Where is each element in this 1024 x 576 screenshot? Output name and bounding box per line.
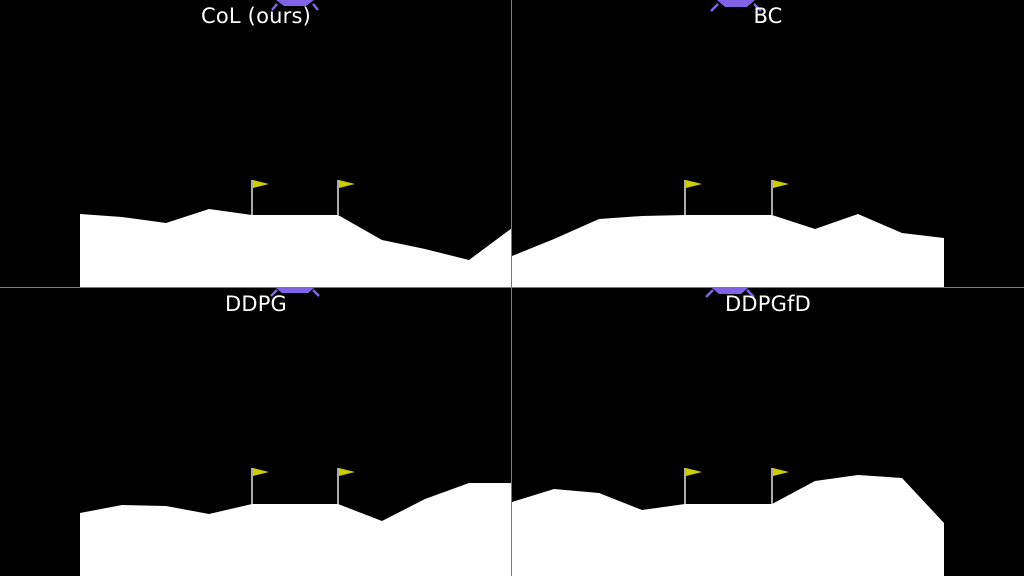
landing-flag-right [771,180,789,215]
landing-flag-right [337,180,355,215]
panel-col: CoL (ours) [0,0,512,288]
landing-flag-right [771,468,789,504]
moon-terrain [512,475,944,576]
panel-bc: BC [512,0,1024,288]
scene-bc [512,0,944,288]
moon-terrain [80,209,512,288]
moon-terrain [80,483,512,576]
lander-ship [271,0,319,11]
panel-title: DDPGfD [724,292,812,316]
panel-ddpgfd: DDPGfD [512,288,1024,576]
panel-ddpg: DDPG [0,288,512,576]
lander-ship [705,288,755,298]
scene-ddpgfd [512,288,944,576]
scene-col [80,0,512,288]
landing-flag-left [251,180,269,215]
vertical-divider [511,0,512,576]
landing-flag-left [251,468,269,504]
lander-ship [270,288,320,297]
landing-flag-left [684,468,702,504]
landing-flag-left [684,180,702,215]
horizontal-divider [0,287,1024,288]
panel-title: DDPG [224,292,288,316]
lander-ship [710,0,762,12]
moon-terrain [512,214,944,288]
scene-ddpg [80,288,512,576]
landing-flag-right [337,468,355,504]
panel-title: BC [753,4,783,28]
panel-title: CoL (ours) [200,4,311,28]
